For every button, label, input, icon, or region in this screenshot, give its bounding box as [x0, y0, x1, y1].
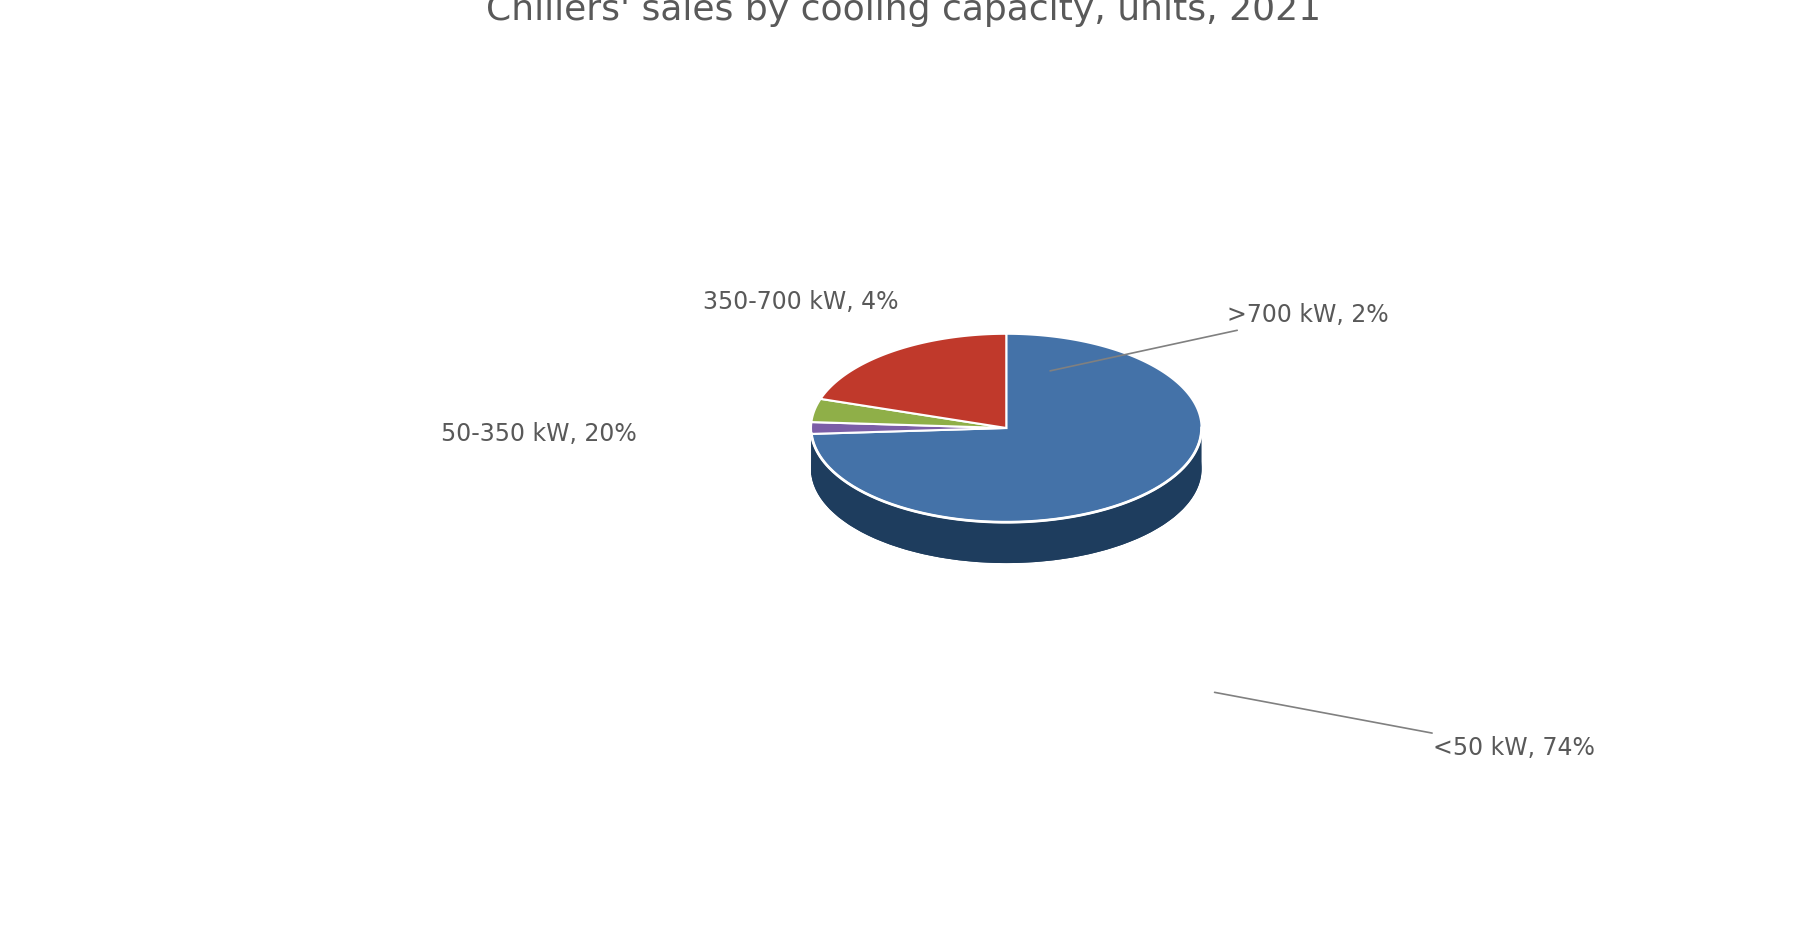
Polygon shape — [820, 334, 1006, 428]
Text: Chillers' sales by cooling capacity, units, 2021: Chillers' sales by cooling capacity, uni… — [486, 0, 1321, 27]
Text: >700 kW, 2%: >700 kW, 2% — [1050, 303, 1390, 371]
Text: 350-700 kW, 4%: 350-700 kW, 4% — [703, 291, 898, 314]
Ellipse shape — [811, 375, 1202, 563]
Text: <50 kW, 74%: <50 kW, 74% — [1214, 693, 1596, 760]
Polygon shape — [811, 428, 1006, 475]
Polygon shape — [811, 428, 1006, 475]
Text: 50-350 kW, 20%: 50-350 kW, 20% — [441, 423, 636, 446]
Polygon shape — [811, 334, 1202, 522]
Polygon shape — [811, 399, 1006, 428]
Polygon shape — [811, 428, 1202, 563]
Polygon shape — [811, 423, 1006, 434]
